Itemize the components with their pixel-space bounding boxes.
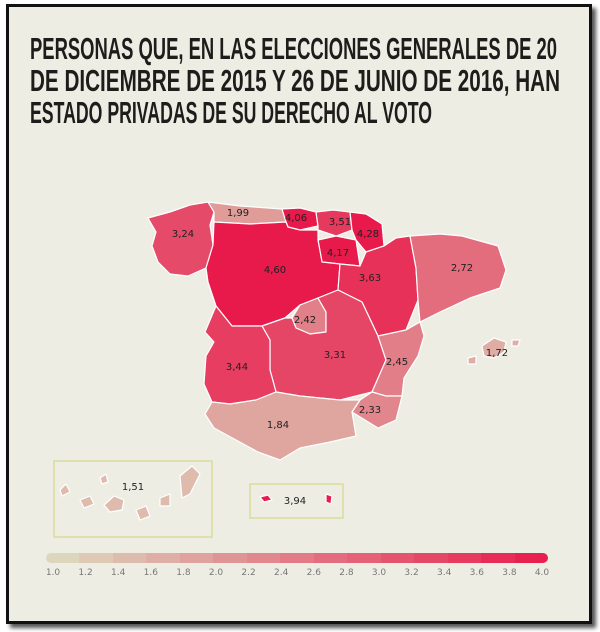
legend-tick-label: 1.6 xyxy=(143,568,158,578)
legend-swatch xyxy=(246,553,281,563)
legend-tick-label: 3.4 xyxy=(437,568,452,578)
legend-swatch xyxy=(79,553,113,563)
legend-tick-label: 4.0 xyxy=(534,568,550,578)
legend-tick-label: 3.6 xyxy=(469,568,484,578)
legend-swatch xyxy=(46,553,80,563)
legend-tick-label: 1.8 xyxy=(176,568,191,578)
title-line: DE DICIEMBRE DE 2015 Y 26 DE JUNIO DE 20… xyxy=(30,63,560,98)
title-line: PERSONAS QUE, EN LAS ELECCIONES GENERALE… xyxy=(30,31,557,66)
legend-tick-label: 1.4 xyxy=(111,568,126,578)
legend-tick-label: 2.2 xyxy=(241,568,256,578)
legend-swatch xyxy=(313,553,348,563)
legend-tick-label: 3.8 xyxy=(502,568,517,578)
legend-swatch xyxy=(481,553,515,563)
legend-ticks: 1.0 1.2 1.4 1.6 1.8 2.0 2.2 2.4 2.6 2.8 3.0 3.2 3.4 3… xyxy=(40,568,560,580)
legend-tick-label: 2.4 xyxy=(274,568,289,578)
legend-swatch xyxy=(179,553,214,563)
legend-swatch xyxy=(514,553,548,563)
legend-tick-label: 2.0 xyxy=(208,568,224,578)
legend-swatch xyxy=(414,553,448,563)
legend-tick-label: 1.2 xyxy=(78,568,93,578)
legend-swatch xyxy=(112,553,147,563)
legend-swatch xyxy=(380,553,415,563)
legend-tick-label: 3.0 xyxy=(371,568,387,578)
legend-swatch xyxy=(213,553,247,563)
color-scale-legend xyxy=(46,553,548,563)
legend-tick-label: 2.6 xyxy=(306,568,321,578)
page-title: PERSONAS QUE, EN LAS ELECCIONES GENERALE… xyxy=(30,31,560,130)
legend-swatch xyxy=(447,553,482,563)
title-line: ESTADO PRIVADAS DE SU DERECHO AL VOTO xyxy=(30,95,432,130)
legend-swatch xyxy=(280,553,314,563)
legend-tick-label: 1.0 xyxy=(45,568,61,578)
legend-swatch xyxy=(347,553,381,563)
legend-tick-label: 3.2 xyxy=(404,568,419,578)
legend-swatch xyxy=(146,553,180,563)
legend-tick-label: 2.8 xyxy=(339,568,354,578)
